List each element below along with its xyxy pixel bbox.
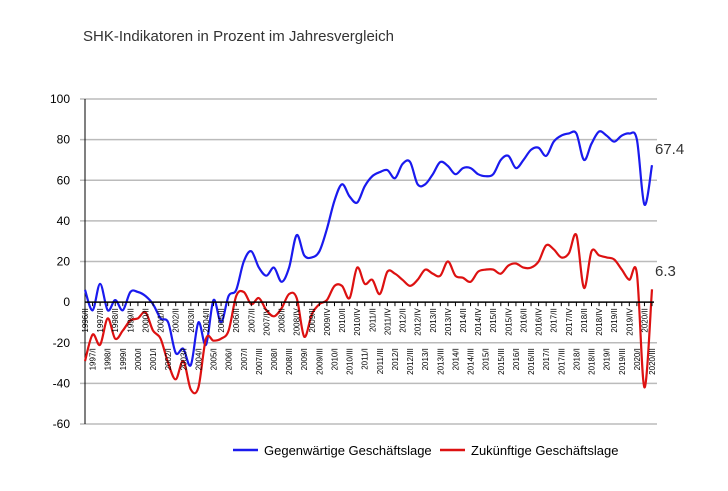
- legend-label: Gegenwärtige Geschäftslage: [264, 443, 432, 458]
- x-tick-label: 2018/I: [572, 348, 581, 370]
- x-tick-label: 2010/III: [346, 348, 355, 375]
- y-tick-label: 100: [50, 92, 70, 106]
- x-tick-label: 2000/I: [134, 348, 143, 370]
- x-tick-label: 2007/III: [255, 348, 264, 375]
- legend-label: Zukünftige Geschäftslage: [471, 443, 618, 458]
- x-tick-label: 2014/II: [459, 308, 468, 332]
- x-tick-label: 2013/II: [429, 308, 438, 332]
- x-tick-label: 2007/I: [240, 348, 249, 370]
- x-tick-label: 2014/I: [451, 348, 460, 370]
- x-tick-label: 2010/I: [330, 348, 339, 370]
- x-tick-label: 2008/II: [278, 308, 287, 332]
- x-tick-label: 2015/I: [482, 348, 491, 370]
- x-tick-label: 2002/II: [172, 308, 181, 332]
- x-tick-label: 2003/I: [179, 348, 188, 370]
- x-tick-label: 1998/II: [111, 308, 120, 332]
- y-tick-label: -40: [53, 376, 71, 390]
- y-tick-label: 60: [57, 173, 71, 187]
- y-tick-label: 40: [57, 214, 71, 228]
- x-tick-label: 2005/II: [217, 308, 226, 332]
- x-tick-label: 2012/III: [406, 348, 415, 375]
- x-tick-label: 2013/I: [421, 348, 430, 370]
- x-tick-label: 2017/IV: [565, 307, 574, 335]
- x-tick-label: 2019/III: [618, 348, 627, 375]
- x-tick-label: 2004/I: [194, 348, 203, 370]
- x-tick-label: 2017/II: [550, 308, 559, 332]
- annotation-label: 6.3: [655, 263, 676, 280]
- x-tick-label: 2006/I: [225, 348, 234, 370]
- x-tick-label: 2014/IV: [474, 307, 483, 335]
- x-tick-label: 2007/II: [247, 308, 256, 332]
- x-tick-label: 1999/II: [126, 308, 135, 332]
- x-tick-label: 2011/IV: [383, 307, 392, 335]
- x-tick-label: 2008/III: [285, 348, 294, 375]
- series-line-2: [83, 232, 654, 395]
- x-tick-label: 2009/II: [308, 308, 317, 332]
- x-tick-label: 2020/II: [640, 308, 649, 332]
- x-tick-label: 2010/IV: [353, 307, 362, 335]
- x-tick-label: 2013/IV: [444, 307, 453, 335]
- x-tick-label: 1998/I: [104, 348, 113, 370]
- x-tick-label: 2009/I: [300, 348, 309, 370]
- x-tick-label: 2009/III: [315, 348, 324, 375]
- x-tick-label: 2015/III: [497, 348, 506, 375]
- x-tick-label: 2001/II: [157, 308, 166, 332]
- x-tick-label: 2018/II: [580, 308, 589, 332]
- x-tick-label: 2007/IV: [262, 307, 271, 335]
- chart-title: SHK-Indikatoren in Prozent im Jahresverg…: [83, 28, 394, 45]
- x-tick-label: 2018/III: [588, 348, 597, 375]
- x-tick-label: 2014/III: [467, 348, 476, 375]
- x-tick-label: 2018/IV: [595, 307, 604, 335]
- x-tick-label: 2020/I: [633, 348, 642, 370]
- x-tick-label: 2015/IV: [504, 307, 513, 335]
- x-tick-label: 2011/II: [368, 308, 377, 332]
- x-tick-label: 2009/IV: [323, 307, 332, 335]
- x-tick-label: 2003/II: [187, 308, 196, 332]
- x-tick-label: 2008/I: [270, 348, 279, 370]
- x-tick-label: 2008/IV: [293, 307, 302, 335]
- x-tick-label: 2019/IV: [625, 307, 634, 335]
- x-tick-label: 2019/I: [603, 348, 612, 370]
- y-tick-label: 0: [63, 295, 70, 309]
- x-tick-label: 1996/II: [81, 308, 90, 332]
- x-tick-label: 1997/I: [89, 348, 98, 370]
- x-tick-label: 2010/II: [338, 308, 347, 332]
- x-tick-label: 2016/II: [519, 308, 528, 332]
- x-tick-label: 2000/II: [141, 308, 150, 332]
- x-tick-label: 2012/II: [399, 308, 408, 332]
- x-tick-label: 1999/I: [119, 348, 128, 370]
- x-tick-label: 2016/IV: [535, 307, 544, 335]
- x-tick-label: 2017/III: [557, 348, 566, 375]
- series-line-1: [83, 130, 654, 367]
- annotation-label: 67.4: [655, 141, 684, 158]
- x-tick-label: 2016/III: [527, 348, 536, 375]
- x-tick-label: 2015/II: [489, 308, 498, 332]
- y-tick-label: 80: [57, 133, 71, 147]
- x-tick-label: 2011/I: [361, 348, 370, 370]
- x-tick-label: 2001/I: [149, 348, 158, 370]
- x-tick-label: 2020/III: [648, 348, 657, 375]
- x-tick-label: 2012/I: [391, 348, 400, 370]
- y-tick-label: -60: [53, 417, 71, 431]
- x-tick-label: 2004/II: [202, 308, 211, 332]
- y-tick-label: -20: [53, 336, 71, 350]
- x-tick-label: 2016/I: [512, 348, 521, 370]
- x-tick-label: 2006/II: [232, 308, 241, 332]
- x-tick-label: 2002/I: [164, 348, 173, 370]
- x-tick-label: 2012/IV: [414, 307, 423, 335]
- x-tick-label: 2017/I: [542, 348, 551, 370]
- y-tick-label: 20: [57, 255, 71, 269]
- x-tick-label: 2011/III: [376, 348, 385, 374]
- x-tick-label: 1997/II: [96, 308, 105, 332]
- x-tick-label: 2019/II: [610, 308, 619, 332]
- x-tick-label: 2013/III: [436, 348, 445, 375]
- x-tick-label: 2005/I: [210, 348, 219, 370]
